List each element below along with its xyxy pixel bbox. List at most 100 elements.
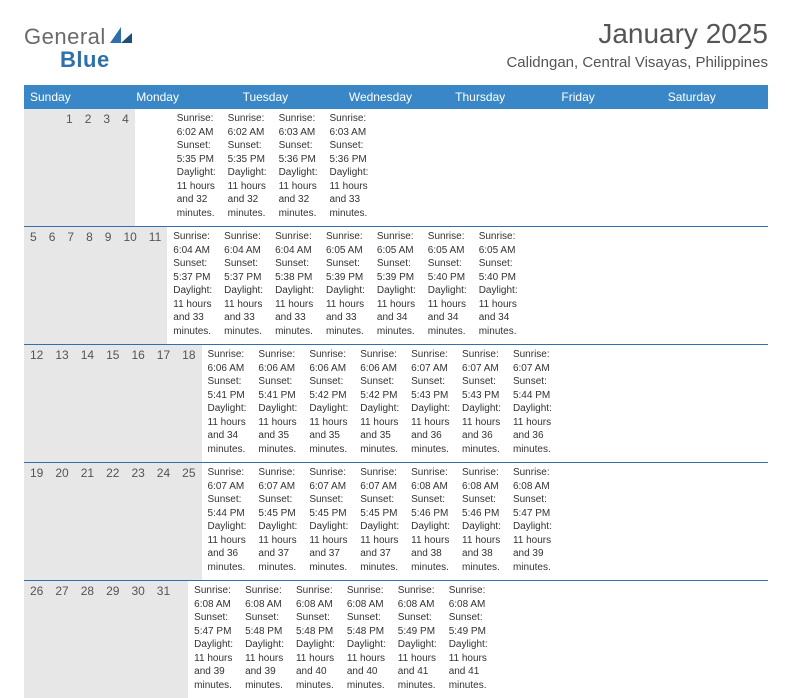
day-cell: Sunrise: 6:08 AMSunset: 5:48 PMDaylight:… <box>341 581 392 698</box>
day-cell <box>494 581 506 698</box>
sunset-line: Sunset: 5:48 PM <box>245 611 284 638</box>
day-cell: Sunrise: 6:08 AMSunset: 5:48 PMDaylight:… <box>290 581 341 698</box>
daylight-line: Daylight: 11 hours and 32 minutes. <box>228 166 267 220</box>
sunrise-line: Sunrise: 6:02 AM <box>228 112 267 139</box>
day-cell <box>135 109 147 226</box>
sunrise-line: Sunrise: 6:08 AM <box>462 466 501 493</box>
sunrise-line: Sunrise: 6:08 AM <box>398 584 437 611</box>
day-number: 30 <box>125 581 150 698</box>
cells-row: Sunrise: 6:07 AMSunset: 5:44 PMDaylight:… <box>202 463 558 580</box>
daylight-line: Daylight: 11 hours and 39 minutes. <box>245 638 284 692</box>
day-number: 10 <box>117 227 142 344</box>
daylight-line: Daylight: 11 hours and 34 minutes. <box>428 284 467 338</box>
daylight-line: Daylight: 11 hours and 36 minutes. <box>513 402 552 456</box>
sunrise-line: Sunrise: 6:02 AM <box>177 112 216 139</box>
sunset-line: Sunset: 5:40 PM <box>428 257 467 284</box>
day-cell: Sunrise: 6:08 AMSunset: 5:49 PMDaylight:… <box>443 581 494 698</box>
weekday-sunday: Sunday <box>24 85 130 109</box>
sunrise-line: Sunrise: 6:07 AM <box>360 466 399 493</box>
cells-row: Sunrise: 6:06 AMSunset: 5:41 PMDaylight:… <box>202 345 558 462</box>
day-number: 22 <box>100 463 125 580</box>
sunset-line: Sunset: 5:37 PM <box>224 257 263 284</box>
daylight-line: Daylight: 11 hours and 39 minutes. <box>194 638 233 692</box>
daylight-line: Daylight: 11 hours and 32 minutes. <box>279 166 318 220</box>
sunset-line: Sunset: 5:36 PM <box>279 139 318 166</box>
week: 567891011Sunrise: 6:04 AMSunset: 5:37 PM… <box>24 227 768 345</box>
month-title: January 2025 <box>506 18 768 50</box>
sunrise-line: Sunrise: 6:06 AM <box>258 348 297 375</box>
sunset-line: Sunset: 5:47 PM <box>194 611 233 638</box>
daylight-line: Daylight: 11 hours and 36 minutes. <box>411 402 450 456</box>
sunset-line: Sunset: 5:49 PM <box>398 611 437 638</box>
day-number: 24 <box>151 463 176 580</box>
day-number: 19 <box>24 463 49 580</box>
sunrise-line: Sunrise: 6:06 AM <box>309 348 348 375</box>
location-subtitle: Calidngan, Central Visayas, Philippines <box>506 54 768 71</box>
day-number <box>48 109 60 226</box>
day-number: 12 <box>24 345 49 462</box>
day-cell: Sunrise: 6:07 AMSunset: 5:45 PMDaylight:… <box>252 463 303 580</box>
sunset-line: Sunset: 5:35 PM <box>177 139 216 166</box>
daylight-line: Daylight: 11 hours and 34 minutes. <box>377 284 416 338</box>
sunrise-line: Sunrise: 6:04 AM <box>275 230 314 257</box>
sunset-line: Sunset: 5:45 PM <box>309 493 348 520</box>
day-cell: Sunrise: 6:07 AMSunset: 5:43 PMDaylight:… <box>405 345 456 462</box>
brand-name-b: Blue <box>60 47 110 73</box>
sunrise-line: Sunrise: 6:05 AM <box>428 230 467 257</box>
sunset-line: Sunset: 5:35 PM <box>228 139 267 166</box>
day-cell: Sunrise: 6:07 AMSunset: 5:45 PMDaylight:… <box>354 463 405 580</box>
day-cell: Sunrise: 6:08 AMSunset: 5:48 PMDaylight:… <box>239 581 290 698</box>
daylight-line: Daylight: 11 hours and 33 minutes. <box>326 284 365 338</box>
daylight-line: Daylight: 11 hours and 33 minutes. <box>173 284 212 338</box>
sunrise-line: Sunrise: 6:04 AM <box>173 230 212 257</box>
sunset-line: Sunset: 5:36 PM <box>329 139 368 166</box>
weekday-tuesday: Tuesday <box>237 85 343 109</box>
day-cell: Sunrise: 6:05 AMSunset: 5:40 PMDaylight:… <box>473 227 524 344</box>
sunset-line: Sunset: 5:39 PM <box>326 257 365 284</box>
daylight-line: Daylight: 11 hours and 36 minutes. <box>208 520 247 574</box>
day-cell: Sunrise: 6:04 AMSunset: 5:38 PMDaylight:… <box>269 227 320 344</box>
day-number: 27 <box>49 581 74 698</box>
day-number: 13 <box>49 345 74 462</box>
sunset-line: Sunset: 5:42 PM <box>360 375 399 402</box>
day-cell: Sunrise: 6:07 AMSunset: 5:44 PMDaylight:… <box>202 463 253 580</box>
title-block: January 2025 Calidngan, Central Visayas,… <box>506 18 768 71</box>
cells-row: Sunrise: 6:04 AMSunset: 5:37 PMDaylight:… <box>167 227 523 344</box>
day-cell: Sunrise: 6:06 AMSunset: 5:41 PMDaylight:… <box>202 345 253 462</box>
sunrise-line: Sunrise: 6:08 AM <box>449 584 488 611</box>
day-number: 7 <box>61 227 80 344</box>
sunset-line: Sunset: 5:45 PM <box>360 493 399 520</box>
top-bar: General January 2025 Calidngan, Central … <box>24 18 768 71</box>
day-number: 25 <box>176 463 201 580</box>
daylight-line: Daylight: 11 hours and 36 minutes. <box>462 402 501 456</box>
weekday-wednesday: Wednesday <box>343 85 449 109</box>
daylight-line: Daylight: 11 hours and 33 minutes. <box>275 284 314 338</box>
sunrise-line: Sunrise: 6:08 AM <box>411 466 450 493</box>
weekday-monday: Monday <box>130 85 236 109</box>
daynum-row: 19202122232425 <box>24 463 202 580</box>
sunset-line: Sunset: 5:48 PM <box>296 611 335 638</box>
sunrise-line: Sunrise: 6:06 AM <box>208 348 247 375</box>
cells-row: Sunrise: 6:02 AMSunset: 5:35 PMDaylight:… <box>135 109 375 226</box>
sunset-line: Sunset: 5:48 PM <box>347 611 386 638</box>
day-number <box>36 109 48 226</box>
day-number: 17 <box>151 345 176 462</box>
daynum-row: 262728293031 <box>24 581 188 698</box>
day-cell: Sunrise: 6:03 AMSunset: 5:36 PMDaylight:… <box>323 109 374 226</box>
calendar-page: General January 2025 Calidngan, Central … <box>0 0 792 698</box>
weekday-saturday: Saturday <box>662 85 768 109</box>
day-number: 23 <box>125 463 150 580</box>
sunrise-line: Sunrise: 6:03 AM <box>279 112 318 139</box>
sunrise-line: Sunrise: 6:04 AM <box>224 230 263 257</box>
day-cell: Sunrise: 6:08 AMSunset: 5:46 PMDaylight:… <box>456 463 507 580</box>
day-cell: Sunrise: 6:05 AMSunset: 5:39 PMDaylight:… <box>320 227 371 344</box>
day-cell: Sunrise: 6:07 AMSunset: 5:43 PMDaylight:… <box>456 345 507 462</box>
daylight-line: Daylight: 11 hours and 39 minutes. <box>513 520 552 574</box>
day-number: 14 <box>75 345 100 462</box>
day-number: 2 <box>79 109 98 226</box>
sunrise-line: Sunrise: 6:06 AM <box>360 348 399 375</box>
day-cell <box>159 109 171 226</box>
daylight-line: Daylight: 11 hours and 34 minutes. <box>479 284 518 338</box>
daylight-line: Daylight: 11 hours and 35 minutes. <box>258 402 297 456</box>
sunset-line: Sunset: 5:40 PM <box>479 257 518 284</box>
